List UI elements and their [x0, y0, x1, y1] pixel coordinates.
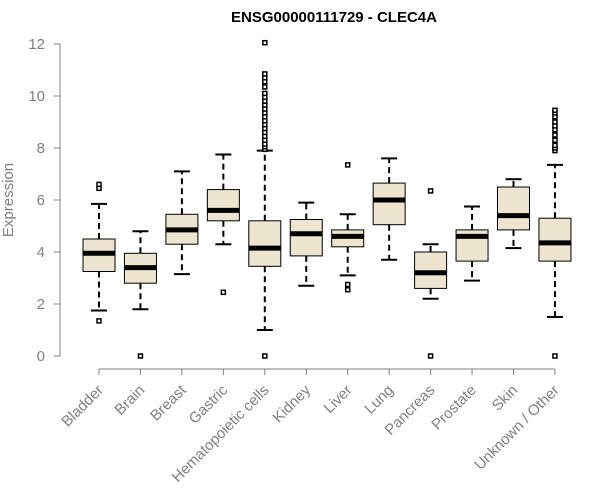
- y-tick-label: 4: [37, 244, 45, 261]
- outlier-point: [344, 281, 351, 288]
- x-tick-label: Skin: [489, 382, 522, 415]
- x-tick-label: Prostate: [428, 382, 480, 434]
- outlier-point: [344, 162, 351, 168]
- box-group: [82, 181, 116, 324]
- box-iqr: [289, 219, 323, 257]
- box-series: [82, 39, 572, 359]
- y-tick-label: 8: [37, 140, 45, 157]
- box-group: [206, 153, 240, 296]
- outlier-point: [96, 181, 102, 188]
- box-group: [497, 178, 530, 250]
- box-iqr: [248, 220, 282, 267]
- y-tick-label: 6: [37, 192, 45, 209]
- outlier-point: [427, 188, 434, 194]
- box-group: [414, 188, 448, 359]
- box-group: [248, 39, 282, 359]
- outlier-point: [344, 286, 351, 293]
- x-tick-label: Liver: [321, 382, 356, 417]
- box-group: [538, 107, 572, 359]
- outlier-point: [552, 137, 558, 143]
- x-tick-label: Breast: [147, 381, 190, 424]
- y-tick-label: 2: [37, 296, 45, 313]
- box-group: [289, 201, 323, 287]
- x-tick-label: Bladder: [58, 382, 107, 431]
- box-group: [455, 205, 489, 282]
- box-iqr: [538, 217, 572, 262]
- outlier-point: [262, 39, 268, 46]
- outlier-point: [552, 107, 558, 114]
- outlier-point: [262, 84, 268, 90]
- outlier-point: [427, 353, 434, 359]
- outlier-point: [137, 353, 144, 359]
- outlier-point: [96, 318, 102, 324]
- box-iqr: [414, 251, 448, 289]
- y-axis-label: Expression: [0, 163, 17, 237]
- y-tick-label: 12: [28, 36, 45, 53]
- box-group: [372, 157, 406, 261]
- outlier-point: [220, 289, 227, 296]
- outlier-point: [552, 132, 558, 138]
- box-iqr: [372, 182, 406, 226]
- box-iqr: [497, 186, 530, 231]
- outlier-point: [262, 353, 268, 359]
- outlier-point: [262, 71, 268, 77]
- chart-title: ENSG00000111729 - CLEC4A: [231, 9, 437, 26]
- outlier-point: [552, 353, 558, 359]
- x-tick-label: Lung: [361, 382, 397, 418]
- box-iqr: [206, 189, 240, 222]
- y-tick-label: 10: [28, 88, 45, 105]
- x-tick-label: Brain: [111, 382, 148, 419]
- x-tick-label: Kidney: [270, 381, 315, 426]
- box-group: [123, 230, 157, 359]
- outlier-point: [552, 119, 558, 125]
- box-group: [331, 162, 365, 293]
- y-tick-label: 0: [37, 348, 45, 365]
- outlier-point: [552, 142, 558, 149]
- box-group: [165, 170, 199, 276]
- outlier-point: [262, 90, 268, 97]
